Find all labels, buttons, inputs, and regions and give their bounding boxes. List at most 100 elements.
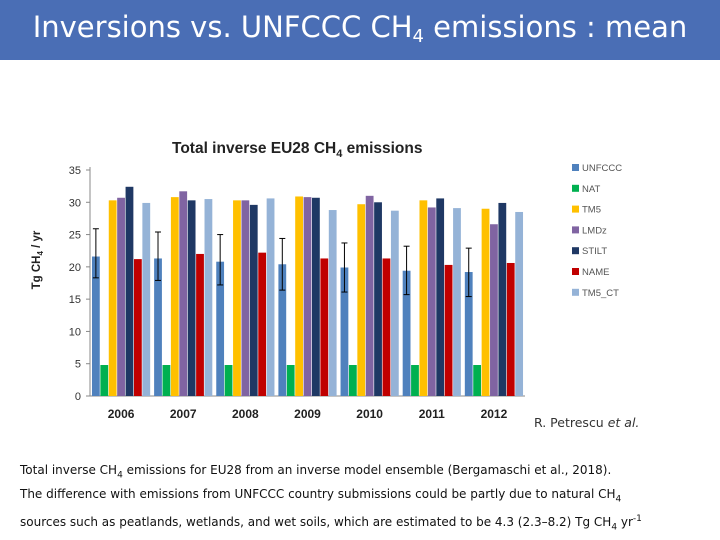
citation-etal: et al.	[607, 415, 640, 430]
bar-lmdz-2010	[365, 195, 374, 396]
bar-unfccc-2006	[91, 256, 100, 396]
legend-label-name: NAME	[582, 267, 609, 278]
caption-line-1: Total inverse CH4 emissions for EU28 fro…	[20, 463, 612, 481]
bar-stilt-2006	[125, 186, 134, 396]
bar-nat-2008	[224, 365, 233, 396]
bar-stilt-2012	[498, 202, 507, 396]
x-tick-label-2007: 2007	[170, 407, 197, 421]
bar-lmdz-2008	[241, 200, 250, 396]
y-axis-label-subscript: 4	[36, 251, 45, 256]
bar-tm5_ct-2011	[453, 208, 461, 396]
y-tick-label: 20	[69, 262, 81, 274]
legend-swatch-stilt	[572, 247, 579, 255]
citation-author: R. Petrescu	[534, 415, 608, 430]
bar-tm5-2011	[419, 200, 428, 396]
bar-tm5-2012	[481, 208, 490, 396]
x-tick-label-2006: 2006	[108, 407, 135, 421]
bar-name-2011	[444, 264, 453, 396]
bar-lmdz-2007	[179, 191, 188, 396]
bar-stilt-2008	[249, 204, 258, 396]
slide-title-main: Inversions vs. UNFCCC CH	[32, 10, 413, 44]
bar-group-2010	[340, 195, 399, 396]
bar-group-2009	[278, 196, 337, 396]
emissions-bar-chart: Total inverse EU28 CH4 emissions Tg CH4 …	[31, 140, 622, 421]
legend-swatch-tm5	[572, 205, 579, 213]
bar-tm5-2009	[295, 196, 303, 396]
legend-label-unfccc: UNFCCC	[582, 163, 622, 174]
bar-nat-2012	[473, 365, 482, 396]
figure-caption: Total inverse CH4 emissions for EU28 fro…	[20, 461, 710, 537]
bar-name-2010	[382, 258, 391, 396]
bar-lmdz-2012	[490, 224, 498, 396]
chart-title: Total inverse EU28 CH4 emissions	[172, 140, 423, 160]
slide-title: Inversions vs. UNFCCC CH4 emissions : me…	[0, 10, 720, 47]
x-tick-label-2008: 2008	[232, 407, 259, 421]
y-axis-label-tail: / yr	[31, 230, 43, 251]
bar-name-2006	[133, 259, 142, 396]
slide-title-tail: emissions : mean	[423, 10, 688, 44]
bar-stilt-2011	[436, 198, 445, 396]
title-bar	[0, 0, 720, 60]
bar-tm5-2008	[233, 200, 241, 396]
bar-tm5_ct-2006	[142, 202, 151, 396]
y-tick-label: 25	[69, 230, 81, 242]
bar-stilt-2009	[312, 197, 320, 396]
bar-tm5_ct-2009	[328, 210, 337, 396]
plot-area: 0 5 10 15 20 25 30 35 2006 2007 2008 2009 2010 2011 20…	[69, 165, 525, 421]
y-tick-label: 15	[69, 294, 81, 306]
legend-label-stilt: STILT	[582, 246, 607, 257]
legend-swatch-name	[572, 268, 579, 275]
chart-title-subscript: 4	[336, 148, 343, 160]
bar-name-2007	[196, 253, 204, 396]
y-tick-label: 10	[69, 326, 81, 338]
bar-stilt-2010	[374, 202, 382, 396]
bar-group-2007	[154, 191, 213, 396]
bar-name-2012	[506, 262, 515, 396]
x-tick-label-2009: 2009	[294, 407, 321, 421]
caption-line-3: sources such as peatlands, wetlands, and…	[20, 513, 642, 533]
legend-swatch-nat	[572, 184, 579, 192]
legend-label-lmdz: LMDz	[582, 225, 607, 236]
legend-swatch-unfccc	[572, 164, 579, 171]
x-tick-label-2010: 2010	[356, 407, 383, 421]
bar-tm5-2007	[170, 197, 179, 396]
chart-title-main: Total inverse EU28 CH	[172, 140, 336, 157]
svg-text:Tg CH4 / yr: Tg CH4 / yr	[31, 230, 45, 289]
legend-swatch-lmdz	[572, 226, 579, 234]
bar-lmdz-2006	[117, 197, 125, 396]
bar-nat-2009	[286, 365, 295, 396]
bar-nat-2006	[100, 365, 109, 396]
y-axis-label-main: Tg CH	[31, 256, 43, 290]
bar-group-2012	[464, 202, 524, 396]
bar-lmdz-2009	[303, 197, 312, 396]
x-tick-label-2011: 2011	[419, 407, 445, 421]
bar-name-2008	[258, 252, 267, 396]
bar-unfccc-2010	[340, 267, 349, 396]
caption-line-2: The difference with emissions from UNFCC…	[20, 487, 622, 505]
bar-unfccc-2009	[278, 264, 287, 396]
bar-nat-2011	[411, 365, 419, 396]
y-tick-label: 0	[75, 391, 81, 403]
bar-tm5_ct-2012	[515, 211, 524, 396]
legend: UNFCCC NAT TM5 LMDz STILT NAME TM5_CT	[572, 163, 622, 299]
bar-group-2008	[216, 198, 275, 396]
legend-label-tm5_ct: TM5_CT	[582, 288, 619, 299]
x-tick-label-2012: 2012	[481, 407, 508, 421]
slide-title-subscript: 4	[412, 26, 424, 47]
bar-tm5_ct-2010	[390, 210, 399, 396]
bar-stilt-2007	[187, 200, 196, 396]
legend-swatch-tm5_ct	[572, 288, 579, 296]
bar-unfccc-2007	[154, 258, 162, 396]
bar-tm5-2006	[108, 200, 117, 396]
legend-label-nat: NAT	[582, 184, 600, 195]
bar-unfccc-2012	[464, 272, 473, 396]
y-tick-label: 5	[75, 359, 81, 371]
bar-unfccc-2011	[402, 270, 411, 396]
bar-name-2009	[320, 258, 329, 396]
y-axis-label: Tg CH4 / yr	[31, 230, 45, 289]
bar-tm5_ct-2008	[266, 198, 275, 396]
bar-nat-2007	[162, 365, 171, 396]
chart-title-tail: emissions	[342, 140, 422, 157]
bar-group-2011	[402, 198, 461, 396]
bar-tm5-2010	[357, 204, 366, 396]
